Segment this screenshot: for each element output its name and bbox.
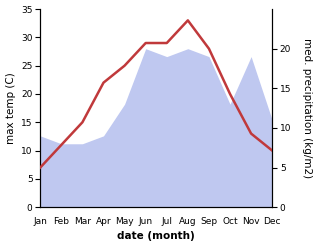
Y-axis label: med. precipitation (kg/m2): med. precipitation (kg/m2)	[302, 38, 313, 178]
X-axis label: date (month): date (month)	[117, 231, 195, 242]
Y-axis label: max temp (C): max temp (C)	[5, 72, 16, 144]
